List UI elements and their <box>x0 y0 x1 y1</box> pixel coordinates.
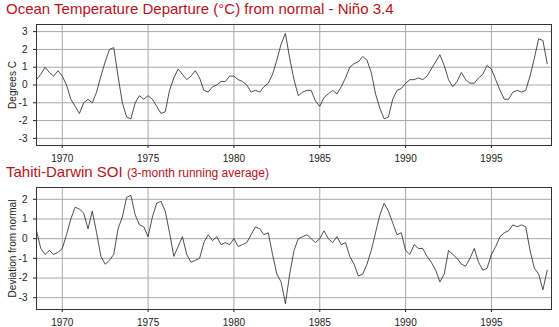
svg-text:Degrees C: Degrees C <box>7 61 18 109</box>
svg-text:-3: -3 <box>19 133 28 144</box>
svg-text:-1: -1 <box>19 97 28 108</box>
svg-text:Deviation from normal: Deviation from normal <box>7 200 18 298</box>
svg-text:1995: 1995 <box>480 317 503 327</box>
svg-text:1995: 1995 <box>480 153 503 163</box>
svg-text:1980: 1980 <box>223 317 246 327</box>
svg-text:1990: 1990 <box>394 317 417 327</box>
svg-text:3: 3 <box>22 26 28 37</box>
svg-text:-3: -3 <box>19 292 28 303</box>
svg-text:1990: 1990 <box>394 153 417 163</box>
svg-text:1970: 1970 <box>51 317 74 327</box>
svg-text:2: 2 <box>22 194 28 205</box>
svg-text:1975: 1975 <box>137 317 160 327</box>
svg-text:1985: 1985 <box>309 317 332 327</box>
svg-text:1: 1 <box>22 61 28 72</box>
svg-text:1980: 1980 <box>223 153 246 163</box>
svg-text:-1: -1 <box>19 253 28 264</box>
svg-text:1: 1 <box>22 213 28 224</box>
html-text:Ocean Temperature Departure (°: Ocean Temperature Departure (°C) from no… <box>6 0 394 17</box>
svg-text:2: 2 <box>22 44 28 55</box>
html-text:Tahiti-Darwin SOI (3-month run: Tahiti-Darwin SOI (3-month running avera… <box>6 163 269 180</box>
svg-text:-2: -2 <box>19 272 28 283</box>
svg-text:0: 0 <box>22 79 28 90</box>
svg-text:1975: 1975 <box>137 153 160 163</box>
svg-text:-2: -2 <box>19 115 28 126</box>
svg-text:1970: 1970 <box>51 153 74 163</box>
svg-text:1985: 1985 <box>309 153 332 163</box>
svg-text:0: 0 <box>22 233 28 244</box>
